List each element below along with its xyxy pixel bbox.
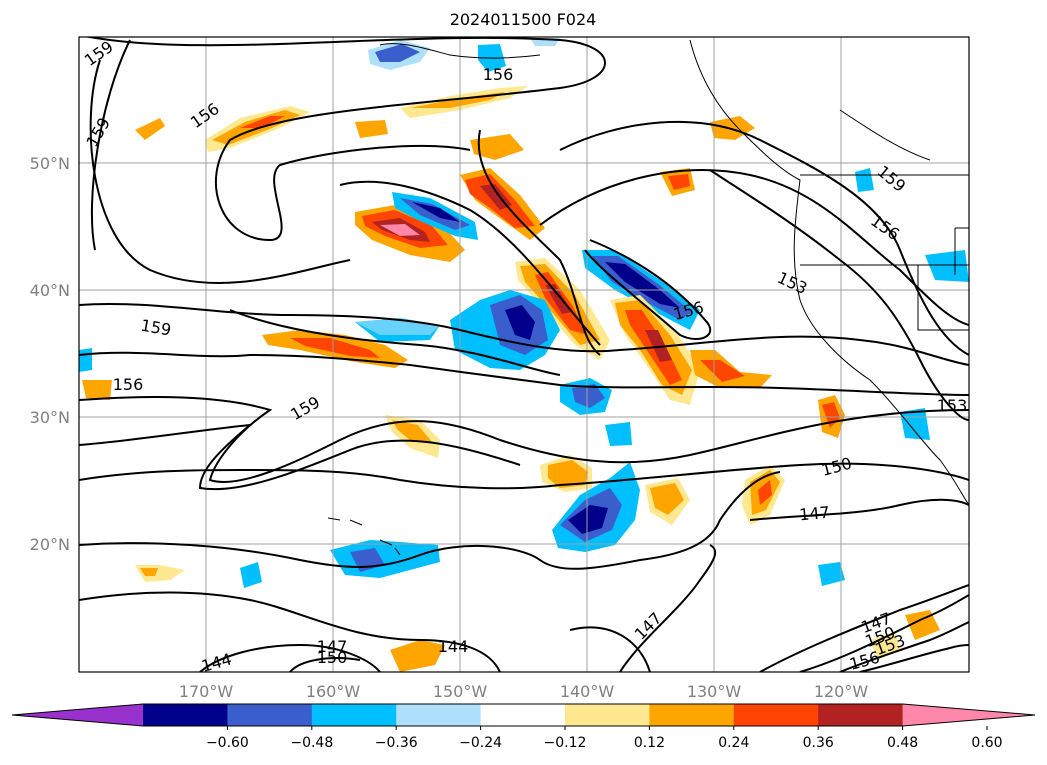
lon-label-170w: 170°W	[179, 682, 234, 701]
colorbar-segment	[227, 704, 313, 726]
latitude-labels: 50°N 40°N 30°N 20°N	[30, 154, 70, 554]
lon-label-120w: 120°W	[814, 682, 869, 701]
lat-label-40n: 40°N	[30, 281, 70, 300]
colorbar-tick-label: 0.36	[803, 735, 834, 751]
colorbar-segment	[311, 704, 397, 726]
contour-label: 144	[199, 650, 233, 676]
lat-label-20n: 20°N	[30, 535, 70, 554]
colorbar-segment	[733, 704, 819, 726]
lat-label-30n: 30°N	[30, 408, 70, 427]
plot-border	[78, 36, 970, 673]
colorbar-segment	[480, 704, 566, 726]
colorbar-tick-label: −0.60	[206, 735, 249, 751]
colorbar-tick-label: −0.24	[459, 735, 502, 751]
colorbar-segment	[818, 704, 904, 726]
colorbar-tick-label: 0.24	[718, 735, 749, 751]
colorbar-extend-low	[12, 704, 143, 726]
colorbar-extend-high	[902, 704, 1035, 726]
map-title: 2024011500 F024	[450, 10, 597, 29]
contour-label: 156	[483, 65, 514, 84]
colorbar-outline	[11, 703, 1036, 727]
colorbar-tick-label: −0.12	[544, 735, 587, 751]
colorbar-tick-label: −0.36	[375, 735, 418, 751]
colorbar-segment	[396, 704, 482, 726]
colorbar-tick-label: 0.60	[971, 735, 1002, 751]
contour-label: 147	[317, 637, 348, 656]
lon-label-160w: 160°W	[306, 682, 361, 701]
contour-label: 150	[317, 648, 348, 667]
colorbar-segment	[143, 704, 228, 726]
lon-label-140w: 140°W	[560, 682, 615, 701]
coastlines	[327, 39, 969, 556]
contour-label: 156	[113, 375, 144, 394]
colorbar-tick-label: −0.48	[290, 735, 333, 751]
colorbar: −0.60 −0.48 −0.36 −0.24 −0.12 0.12 0.24 0.36 0.4…	[11, 703, 1036, 751]
contour-label: 144	[438, 637, 469, 656]
lat-label-50n: 50°N	[30, 154, 70, 173]
longitude-labels: 170°W 160°W 150°W 140°W 130°W 120°W	[179, 682, 869, 701]
lon-label-130w: 130°W	[687, 682, 742, 701]
graticule	[79, 37, 969, 672]
colorbar-segment	[565, 704, 650, 726]
lon-label-150w: 150°W	[433, 682, 488, 701]
height-contours	[79, 37, 969, 672]
plot-area: 159 156 159 156 159 156 159 156 153 156 …	[79, 37, 969, 676]
contour-label: 153	[937, 396, 968, 415]
colorbar-segment	[649, 704, 735, 726]
contour-label: 147	[798, 503, 830, 525]
colorbar-tick-label: 0.48	[887, 735, 918, 751]
colorbar-tick-label: 0.12	[634, 735, 665, 751]
